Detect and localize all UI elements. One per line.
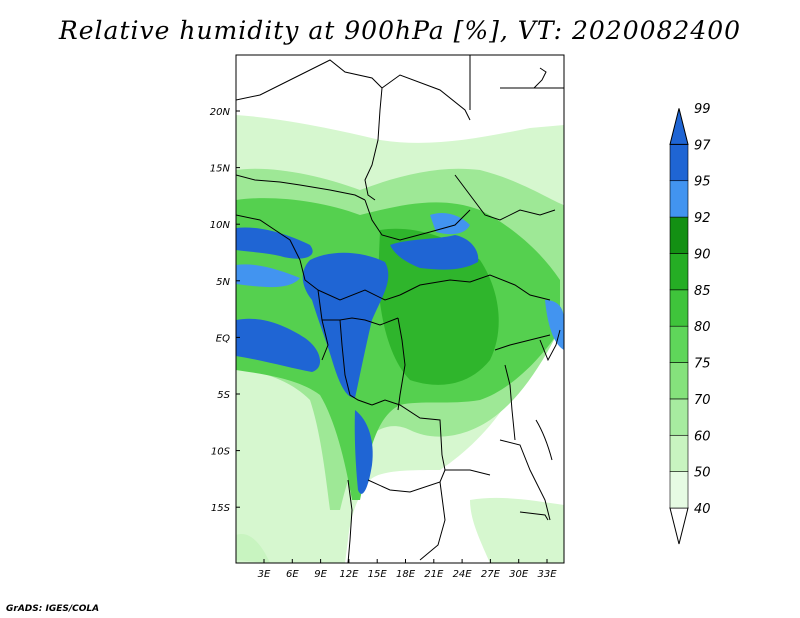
lon-tick-label: 9E [314, 569, 327, 580]
legend-label: 97 [694, 138, 711, 153]
lat-tick-label: 15N [210, 164, 231, 175]
legend-label: 50 [694, 466, 711, 481]
lat-tick-label: 10S [211, 447, 231, 458]
legend-swatch [669, 289, 689, 327]
lon-tick-label: 18E [396, 569, 416, 580]
humidity-field [236, 55, 564, 563]
legend-swatch [669, 180, 689, 218]
color-legend: 40 50 60 70 75 80 85 90 92 95 97 99 [669, 102, 711, 545]
lon-tick-label: 12E [339, 569, 359, 580]
lon-tick-label: 21E [424, 569, 444, 580]
legend-label: 40 [694, 502, 711, 517]
legend-swatch [669, 216, 689, 254]
lat-tick-label: 5N [216, 277, 230, 288]
grads-credit: GrADS: IGES/COLA [6, 604, 100, 614]
legend-label: 95 [694, 175, 711, 190]
lon-tick-label: 24E [453, 569, 473, 580]
legend-swatch [669, 144, 689, 182]
legend-label: 92 [694, 211, 711, 226]
lon-tick-label: 3E [258, 569, 271, 580]
legend-label: 99 [694, 102, 711, 117]
legend-top-arrow [669, 108, 689, 145]
legend-swatch [669, 362, 689, 400]
lat-tick-label: 10N [210, 220, 231, 231]
legend-swatch [669, 253, 689, 291]
lon-tick-label: 30E [509, 569, 529, 580]
map-title: Relative humidity at 900hPa [%], VT: 202… [58, 16, 742, 45]
legend-swatch [669, 398, 689, 436]
legend-swatch [669, 434, 689, 472]
lat-tick-label: 15S [211, 503, 231, 514]
lat-tick-label: 5S [217, 390, 230, 401]
country-borders [236, 55, 564, 563]
lat-tick-label: EQ [216, 333, 230, 344]
legend-label: 90 [694, 247, 711, 262]
legend-bottom-arrow [669, 507, 689, 545]
legend-label: 85 [694, 284, 711, 299]
legend-label: 60 [694, 429, 711, 444]
lon-tick-label: 15E [368, 569, 388, 580]
lon-tick-label: 33E [537, 569, 557, 580]
legend-swatch [669, 471, 689, 509]
lon-tick-label: 6E [286, 569, 299, 580]
legend-label: 70 [694, 393, 711, 408]
legend-label: 80 [694, 320, 711, 335]
legend-label: 75 [694, 357, 711, 372]
lat-tick-label: 20N [210, 107, 231, 118]
lon-tick-label: 27E [481, 569, 501, 580]
legend-swatch [669, 325, 689, 363]
